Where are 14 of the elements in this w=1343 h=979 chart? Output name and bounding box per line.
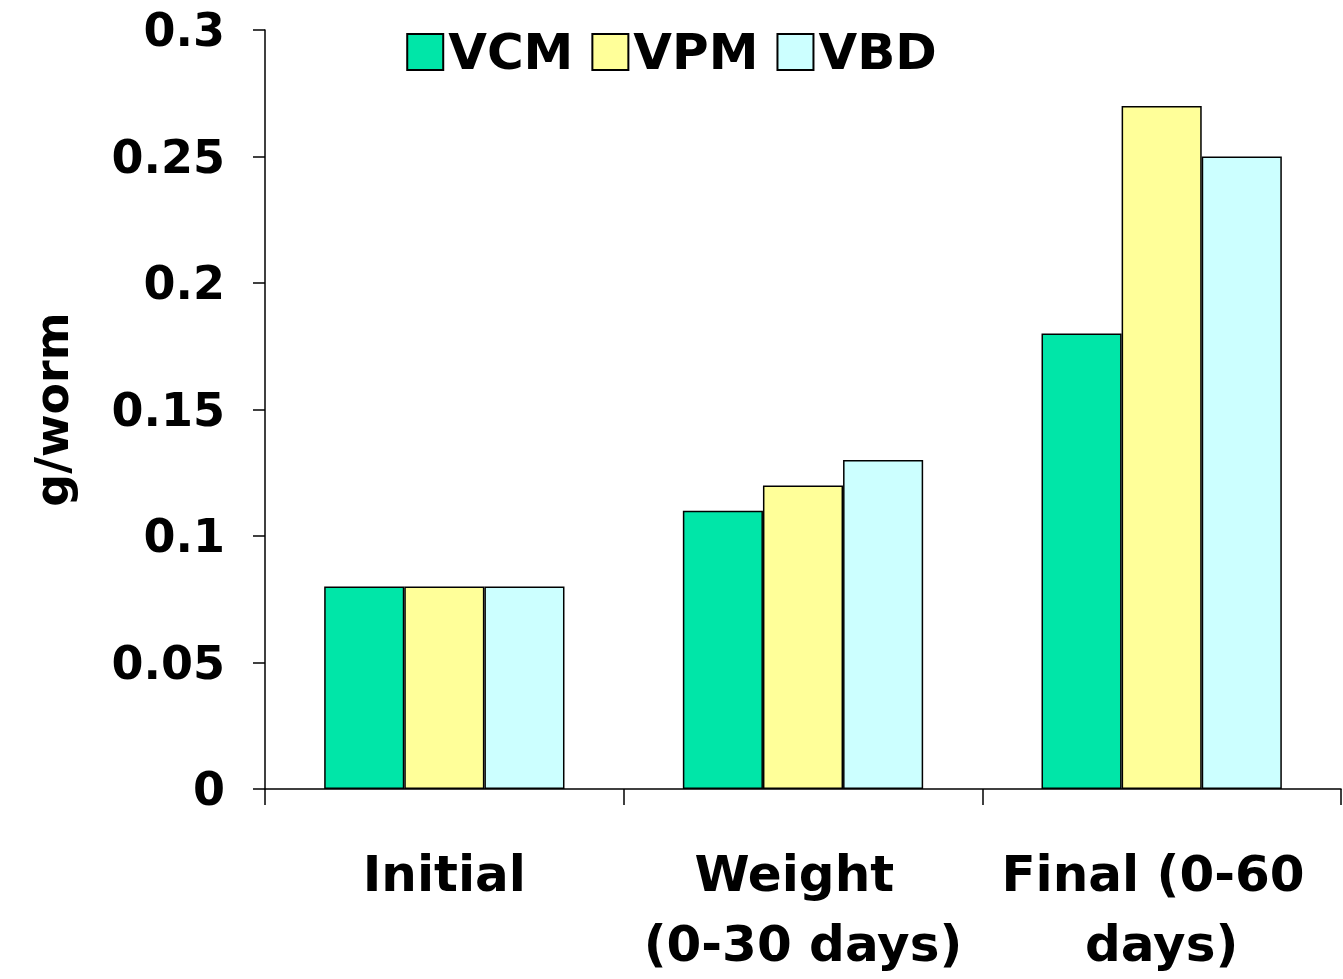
y-tick-label: 0.05 — [111, 635, 225, 690]
x-tick-label: Final (0-60 days) — [1001, 845, 1322, 973]
y-tick-label: 0.1 — [143, 509, 225, 563]
y-tick-label: 0 — [192, 762, 225, 816]
x-tick-label: Weight (0-30 days) — [643, 845, 963, 973]
x-tick-label: Initial — [362, 845, 526, 903]
y-tick-label: 0.25 — [111, 129, 225, 184]
y-tick-label: 0.3 — [143, 3, 225, 57]
legend-label: VBD — [818, 23, 937, 81]
legend-label: VCM — [448, 23, 574, 81]
legend-label: VPM — [633, 23, 759, 81]
y-axis-title: g/worm — [25, 312, 79, 507]
y-tick-label: 0.15 — [111, 382, 225, 437]
y-tick-label: 0.2 — [143, 256, 225, 310]
